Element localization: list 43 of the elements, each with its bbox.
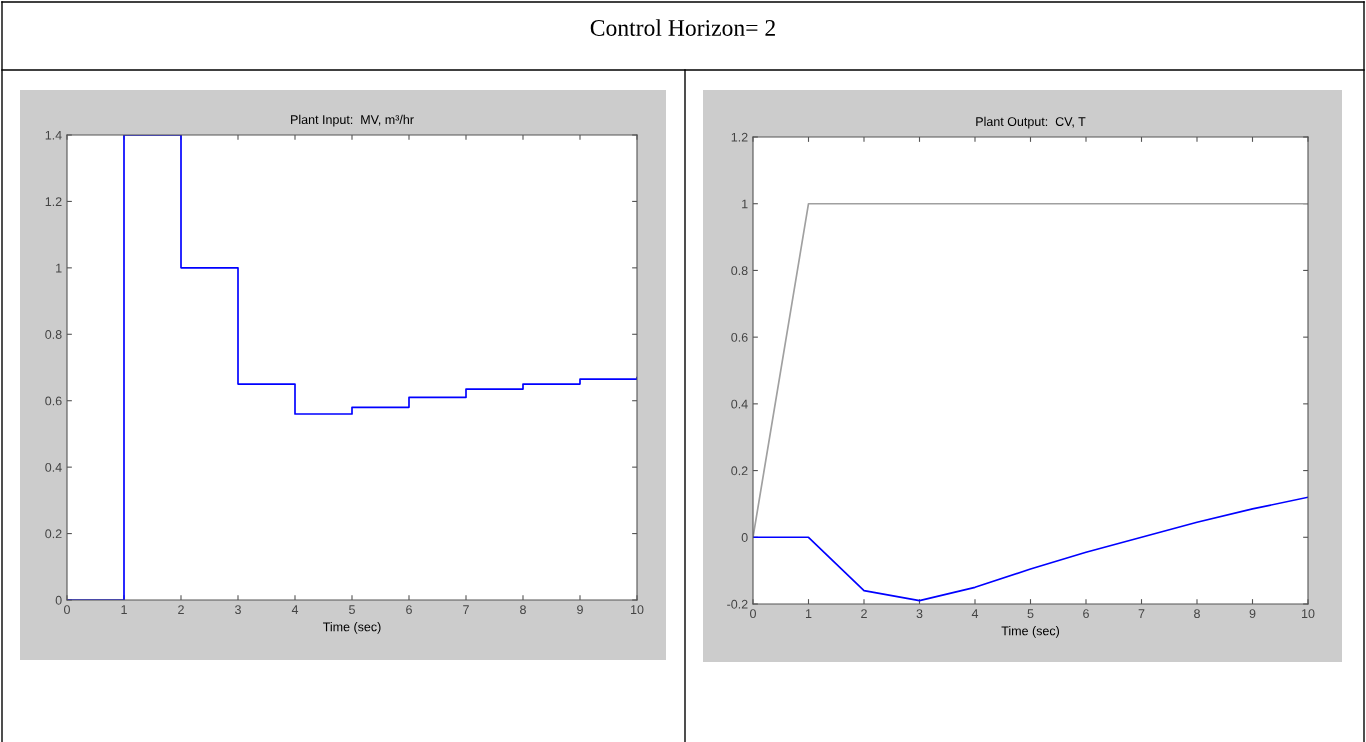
- chart-title: Plant Input: MV, m³/hr: [291, 114, 414, 127]
- x-tick-label: 10: [631, 605, 644, 615]
- x-tick-label: 2: [178, 605, 184, 614]
- x-tick-label: 7: [1138, 609, 1145, 618]
- x-axis-title: Time (sec): [1001, 626, 1060, 638]
- y-tick-label: 0: [741, 533, 748, 542]
- y-tick-label: 1.2: [731, 132, 748, 142]
- x-tick-label: 2: [861, 609, 867, 618]
- y-tick-label: 0.2: [731, 466, 748, 476]
- y-tick-label: 1: [742, 199, 748, 209]
- x-tick-label: 3: [235, 605, 241, 615]
- x-tick-label: 3: [916, 609, 923, 619]
- x-tick-label: 7: [463, 605, 469, 614]
- x-tick-label: 9: [1249, 609, 1256, 619]
- x-tick-label: 6: [1083, 609, 1089, 619]
- y-tick-label: 0.8: [731, 266, 748, 276]
- x-tick-label: 0: [64, 605, 70, 615]
- x-tick-label: 1: [121, 605, 127, 614]
- x-tick-label: 8: [1194, 609, 1200, 619]
- x-tick-label: 8: [520, 605, 526, 615]
- y-tick-label: 0.8: [45, 330, 62, 339]
- y-tick-label: -0.2: [727, 599, 748, 609]
- x-tick-label: 6: [406, 605, 412, 615]
- x-tick-label: 4: [291, 605, 299, 614]
- x-tick-label: 4: [971, 609, 979, 618]
- y-tick-label: 1.4: [45, 130, 62, 140]
- x-tick-label: 0: [750, 609, 756, 619]
- x-tick-label: 10: [1302, 609, 1315, 619]
- text: Control Horizon= 2: [590, 19, 775, 36]
- y-tick-label: 0.6: [731, 332, 748, 342]
- y-tick-label: 0.2: [45, 529, 62, 539]
- y-tick-label: 1: [56, 263, 62, 273]
- x-tick-label: 5: [1027, 609, 1034, 619]
- y-tick-label: 0: [55, 595, 62, 605]
- chart-title: Plant Output: CV, T: [976, 116, 1086, 129]
- x-tick-label: 9: [577, 605, 583, 615]
- y-tick-label: 0.4: [45, 462, 62, 472]
- y-tick-label: 0.4: [731, 399, 748, 409]
- y-tick-label: 0.6: [45, 396, 62, 406]
- x-tick-label: 1: [805, 609, 812, 618]
- y-tick-label: 1.2: [45, 197, 62, 206]
- x-tick-label: 5: [349, 605, 355, 615]
- x-axis-title: Time (sec): [323, 622, 381, 634]
